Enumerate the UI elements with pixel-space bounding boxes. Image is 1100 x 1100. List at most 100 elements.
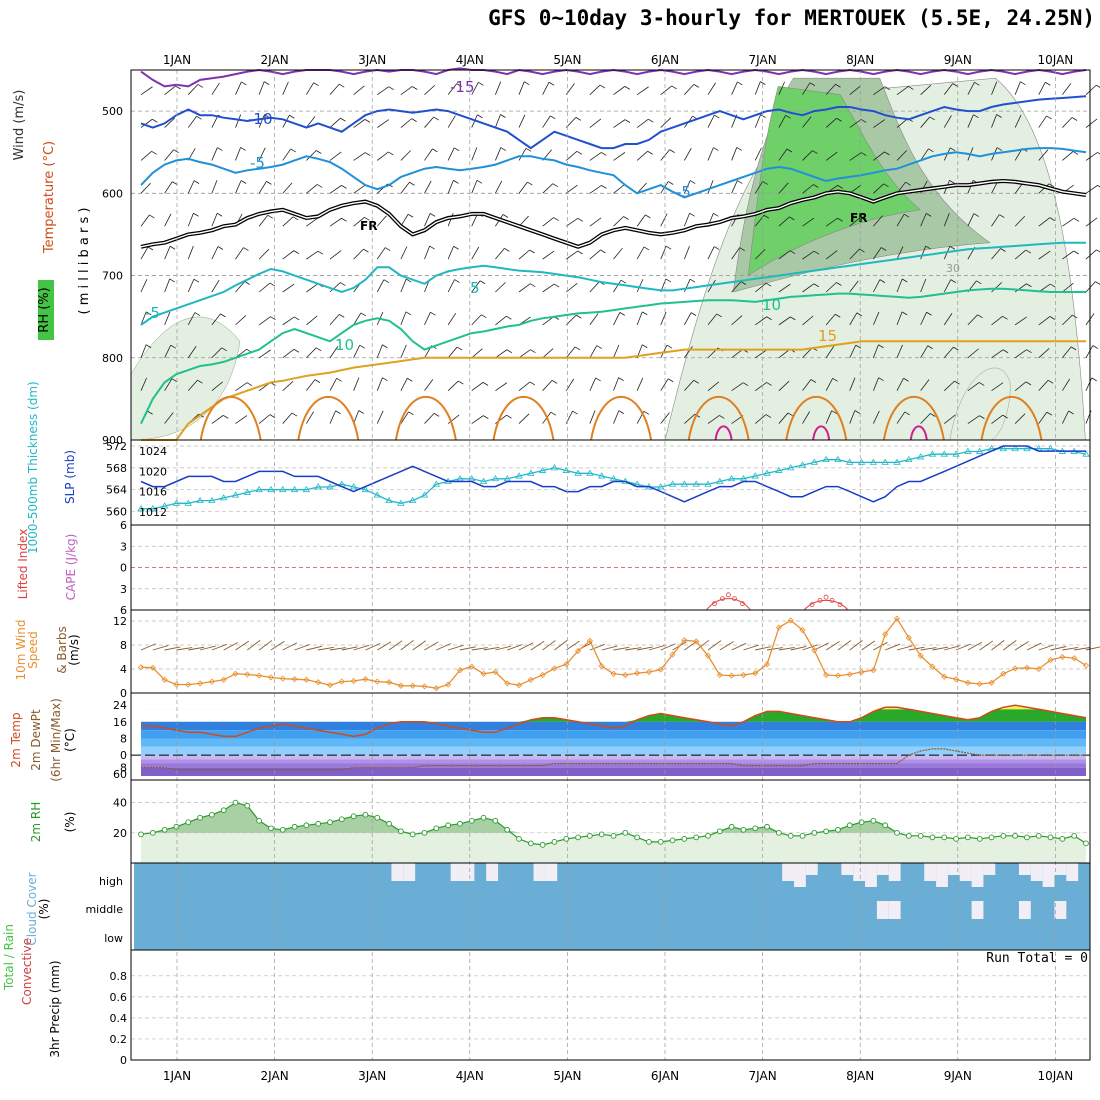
wind-barb-flag — [1095, 281, 1100, 285]
wind-barb — [235, 147, 241, 161]
rh2m-point — [398, 828, 404, 835]
wind-barb-flag — [1068, 410, 1074, 415]
wind-barb-flag — [335, 410, 341, 415]
rh2m-point — [161, 826, 168, 833]
slp-tick: 1012 — [139, 506, 167, 519]
wind-barb — [140, 246, 149, 260]
thickness-tick: 560 — [106, 506, 127, 519]
thickness-point — [716, 477, 724, 484]
wind-barb-flag — [429, 245, 435, 250]
wind10-barb — [400, 639, 414, 651]
wind-barb — [471, 382, 484, 391]
wind-barb-flag — [292, 216, 299, 221]
thickness-point — [184, 499, 192, 506]
wind-barb — [1038, 380, 1049, 391]
thickness-point — [798, 461, 807, 468]
thickness-point — [479, 477, 488, 484]
wind-barb-flag — [595, 377, 601, 382]
rh2m-point — [468, 817, 475, 824]
temp2m-line — [141, 704, 1087, 738]
rh2m-point — [941, 834, 948, 841]
wind10-barb — [790, 645, 807, 651]
wind-barb — [873, 119, 886, 128]
thickness-point — [326, 483, 334, 490]
wind-barb-flag — [454, 279, 460, 283]
wind-barb — [873, 410, 880, 424]
wind-barb-flag — [693, 84, 700, 88]
wind10-point — [456, 667, 464, 674]
wind-barb — [896, 213, 905, 227]
wind-barb — [943, 213, 950, 227]
thickness-point — [657, 483, 665, 490]
wind-barb — [329, 185, 342, 194]
wind10-point — [893, 615, 901, 622]
isotherm-warm-bump — [590, 396, 653, 441]
thickness-point — [869, 458, 878, 465]
wind-barb — [140, 377, 148, 391]
wind-barb — [518, 114, 526, 128]
rh2m-label: 2m RH — [29, 801, 43, 843]
wind-barb-flag — [432, 148, 438, 153]
wind-barb — [377, 86, 389, 95]
wind-barb — [495, 315, 507, 326]
wind-barb-flag — [949, 245, 955, 250]
thickness-point — [574, 469, 582, 476]
wind-barb — [944, 414, 956, 424]
wind10-barb — [294, 644, 310, 651]
wind-barb-flag — [949, 180, 955, 184]
wind10-point — [1000, 670, 1007, 677]
wind-barb — [282, 250, 295, 260]
wind-barb — [235, 281, 246, 293]
temp-tick: 8 — [120, 762, 127, 775]
wind-barb — [920, 312, 927, 326]
wind-barb-flag — [713, 246, 720, 250]
thickness-point — [550, 464, 559, 471]
wind-barb-flag — [193, 180, 200, 184]
wind-barb — [566, 184, 578, 194]
wind-barb — [1038, 149, 1049, 161]
rh2m-point — [634, 834, 640, 841]
li-tick: 3 — [120, 540, 127, 553]
wind-barb — [1085, 84, 1097, 95]
wind-barb — [684, 213, 690, 227]
wind-barb-flag — [929, 116, 935, 121]
thickness-point — [952, 450, 960, 457]
wind-barb-flag — [1071, 117, 1078, 121]
wind-barb-flag — [572, 410, 578, 415]
thickness-point — [1023, 444, 1031, 452]
wind-barb — [164, 117, 176, 128]
wind-barb-flag — [883, 183, 889, 188]
wind10-point — [527, 676, 534, 683]
wind-barb-flag — [619, 312, 625, 316]
wind-barb — [353, 119, 366, 128]
wind10-barb — [932, 646, 949, 651]
wind10-barb — [152, 645, 169, 651]
thickness-point — [219, 494, 228, 501]
wind-barb-flag — [364, 119, 371, 123]
day-label-top: 3JAN — [358, 53, 386, 67]
wind-barb-flag — [340, 117, 346, 122]
wind-barb — [778, 283, 791, 293]
wind10-point — [433, 685, 440, 692]
wind-barb — [778, 348, 791, 359]
pressure-tick: 900 — [102, 434, 123, 447]
wind-barb — [896, 150, 908, 161]
wind-barb — [754, 147, 762, 161]
wind-barb — [140, 151, 152, 161]
thickness-line — [141, 448, 1087, 510]
wind-barb — [802, 283, 815, 293]
wind10-point — [445, 681, 452, 688]
thickness-point — [999, 444, 1008, 452]
wind-barb-flag — [341, 217, 347, 222]
wind10-point — [645, 668, 653, 676]
wind-barb — [306, 150, 317, 161]
temp-band — [141, 721, 1086, 731]
wind10-point — [740, 671, 747, 679]
thickness-point — [408, 496, 417, 504]
thickness-point — [432, 480, 441, 487]
wind-barb-flag — [388, 86, 394, 91]
wind10-barb — [377, 641, 392, 651]
wind-barb — [802, 150, 813, 161]
wind-barb — [920, 379, 930, 391]
wind-barb-flag — [974, 81, 980, 86]
